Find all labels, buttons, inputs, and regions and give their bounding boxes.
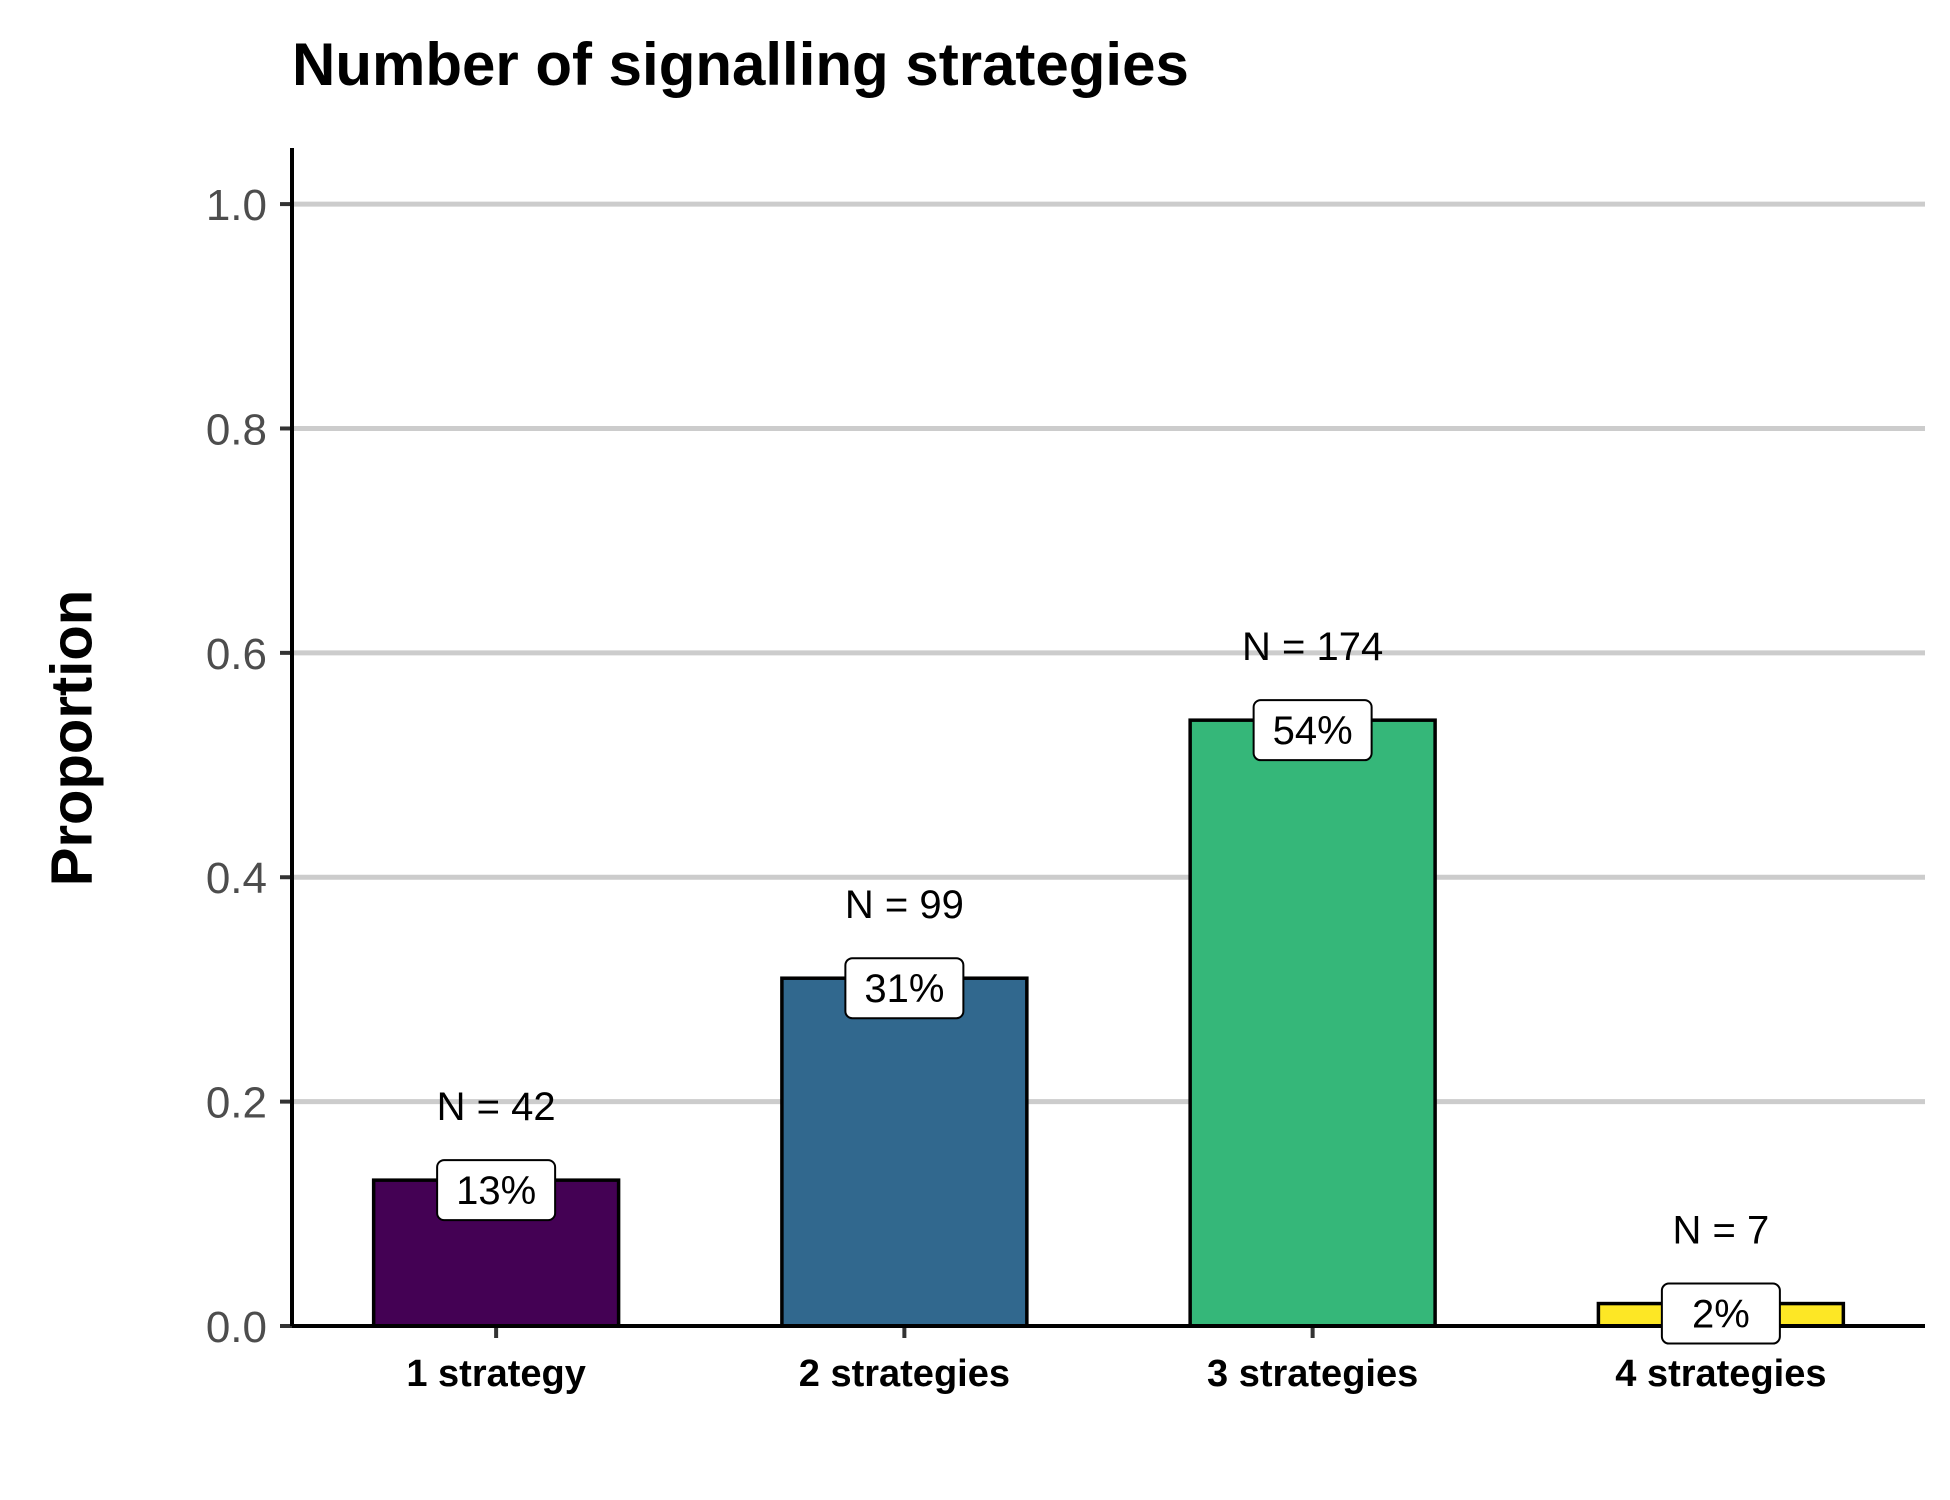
y-tick-label: 0.0	[206, 1303, 267, 1352]
x-tick-label: 1 strategy	[406, 1353, 586, 1395]
bar	[780, 976, 1029, 1328]
percent-label-box	[1660, 1282, 1781, 1345]
percent-label-box	[1252, 699, 1373, 762]
bars	[371, 718, 1846, 1328]
x-tick-label: 3 strategies	[1207, 1353, 1418, 1395]
y-tick-label: 0.4	[206, 854, 267, 903]
percent-label-box	[436, 1159, 557, 1222]
x-tick-label: 4 strategies	[1615, 1353, 1826, 1395]
data-labels: N = 42 13% N = 99 31% N = 174 54% N = 7 2%	[436, 625, 1781, 1345]
chart-title: Number of signalling strategies	[292, 31, 1189, 98]
percent-label: 2%	[1692, 1293, 1750, 1337]
count-label: N = 7	[1673, 1209, 1770, 1253]
axes: 1 strategy 2 strategies 3 strategies 4 stra…	[206, 148, 1925, 1395]
percent-label: 13%	[456, 1169, 536, 1213]
count-label: N = 99	[845, 883, 964, 927]
count-label: N = 42	[437, 1085, 556, 1129]
x-tick-label: 2 strategies	[799, 1353, 1010, 1395]
y-tick-label: 1.0	[206, 181, 267, 230]
y-tick-label: 0.8	[206, 405, 267, 454]
y-tick-label: 0.6	[206, 630, 267, 679]
bar	[1188, 718, 1437, 1328]
count-label: N = 174	[1242, 625, 1383, 669]
percent-label: 54%	[1273, 709, 1353, 753]
gridlines	[292, 201, 1925, 1105]
percent-label: 31%	[864, 967, 944, 1011]
percent-label-box	[844, 957, 965, 1020]
y-tick-label: 0.2	[206, 1079, 267, 1128]
